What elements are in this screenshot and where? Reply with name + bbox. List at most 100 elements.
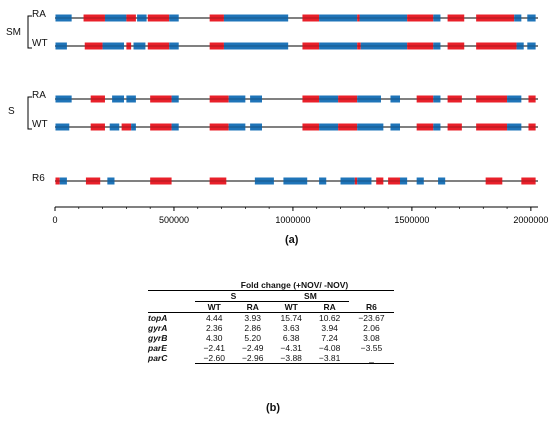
blue-region	[131, 123, 136, 131]
fold-change-value: 2.86	[244, 323, 261, 333]
blue-region	[169, 42, 179, 50]
blue-region	[507, 123, 522, 131]
red-region	[476, 14, 515, 22]
gene-name: parE	[148, 343, 167, 353]
fold-change-value: 2.06	[363, 323, 380, 333]
blue-region	[228, 123, 246, 131]
column-header-sm-ra: RA	[310, 301, 349, 313]
track-label-sm-wt: WT	[32, 38, 48, 49]
table-row: parE −2.41 −2.49 −4.31 −4.08 −3.55	[148, 343, 394, 353]
blue-region	[171, 123, 179, 131]
axis-tick-label: 2000000	[513, 215, 548, 225]
fold-change-value: 3.93	[244, 313, 261, 323]
axis-tick-label: 0	[52, 215, 57, 225]
blue-region	[283, 177, 308, 185]
blue-region	[390, 123, 400, 131]
fold-change-value: −3.55	[360, 343, 383, 353]
group-header-sm: SM	[271, 290, 349, 302]
fold-change-value: −2.49	[241, 343, 264, 353]
blue-region	[390, 95, 400, 103]
red-region	[209, 95, 229, 103]
fold-change-value: 2.36	[205, 323, 223, 333]
blue-region	[112, 95, 124, 103]
red-region	[476, 123, 508, 131]
group-label-s: S	[8, 106, 15, 117]
table-row: topA 4.44 3.93 15.74 10.62 −23.67	[148, 313, 394, 324]
panel-a-label: (a)	[285, 234, 299, 246]
gene-name: topA	[148, 313, 168, 323]
sm-bracket	[27, 15, 32, 49]
fold-change-value: −23.67	[358, 313, 385, 323]
red-region	[85, 177, 101, 185]
blue-region	[507, 95, 522, 103]
red-region	[209, 177, 227, 185]
blue-region	[433, 123, 441, 131]
blue-region	[137, 14, 147, 22]
red-region	[416, 95, 434, 103]
blue-region	[319, 95, 339, 103]
red-region	[528, 123, 536, 131]
table-title: Fold change (+NOV/ -NOV)	[195, 280, 394, 291]
blue-region	[102, 42, 124, 50]
table-title-row: Fold change (+NOV/ -NOV)	[148, 280, 394, 291]
table-body: topA 4.44 3.93 15.74 10.62 −23.67 gyrA 2.36 2.86…	[148, 313, 394, 364]
red-region	[126, 42, 132, 50]
table-row: gyrA 2.36 2.86 3.63 3.94 2.06	[148, 323, 394, 333]
blue-region	[527, 14, 536, 22]
fold-change-value: 7.24	[321, 333, 338, 343]
fold-change-value: 3.94	[321, 323, 338, 333]
gene-name: gyrB	[148, 333, 168, 343]
blue-region	[438, 177, 446, 185]
blue-region	[319, 42, 358, 50]
fold-change-value: −3.88	[271, 353, 311, 364]
fold-change-value: −2.41	[203, 343, 225, 353]
genome-track-diagram: 0 500000 1000000 1500000 2000000	[27, 14, 548, 225]
blue-region	[109, 123, 120, 131]
blue-region	[55, 95, 72, 103]
table-group-row: S SM	[148, 290, 394, 302]
red-region	[302, 123, 320, 131]
red-region	[521, 177, 536, 185]
red-region	[55, 177, 60, 185]
track-label-sm-ra: RA	[32, 9, 46, 20]
blue-region	[433, 14, 441, 22]
red-region	[476, 42, 517, 50]
track-label-s-ra: RA	[32, 90, 46, 101]
red-region	[84, 42, 103, 50]
fold-change-value: −2.60	[195, 353, 234, 364]
column-header-s-wt: WT	[195, 301, 234, 313]
table-row: parC −2.60 −2.96 −3.88 −3.81 _	[148, 353, 394, 364]
blue-region	[254, 177, 274, 185]
red-region	[338, 95, 358, 103]
blue-region	[223, 14, 289, 22]
blue-region	[514, 14, 522, 22]
blue-region	[360, 42, 408, 50]
red-region	[150, 123, 172, 131]
blue-region	[59, 177, 67, 185]
track-layer	[55, 14, 538, 185]
red-region	[357, 42, 361, 50]
group-header-s: S	[195, 290, 272, 302]
blue-region	[319, 123, 339, 131]
column-header-s-ra: RA	[233, 301, 272, 313]
group-label-sm: SM	[6, 27, 21, 38]
red-region	[476, 95, 508, 103]
fold-change-value: −4.31	[280, 343, 302, 353]
red-region	[528, 95, 536, 103]
blue-region	[228, 95, 246, 103]
red-region	[90, 123, 105, 131]
red-region	[83, 14, 105, 22]
blue-region	[250, 123, 262, 131]
blue-region	[400, 177, 408, 185]
red-region	[338, 123, 358, 131]
red-region	[447, 95, 462, 103]
blue-region	[340, 177, 355, 185]
red-region	[302, 14, 320, 22]
genome-axis: 0 500000 1000000 1500000 2000000	[52, 206, 548, 225]
fold-change-value: 4.44	[205, 313, 223, 323]
red-region	[126, 14, 136, 22]
blue-region	[126, 95, 136, 103]
red-region	[150, 177, 172, 185]
red-region	[147, 14, 170, 22]
blue-region	[527, 42, 536, 50]
